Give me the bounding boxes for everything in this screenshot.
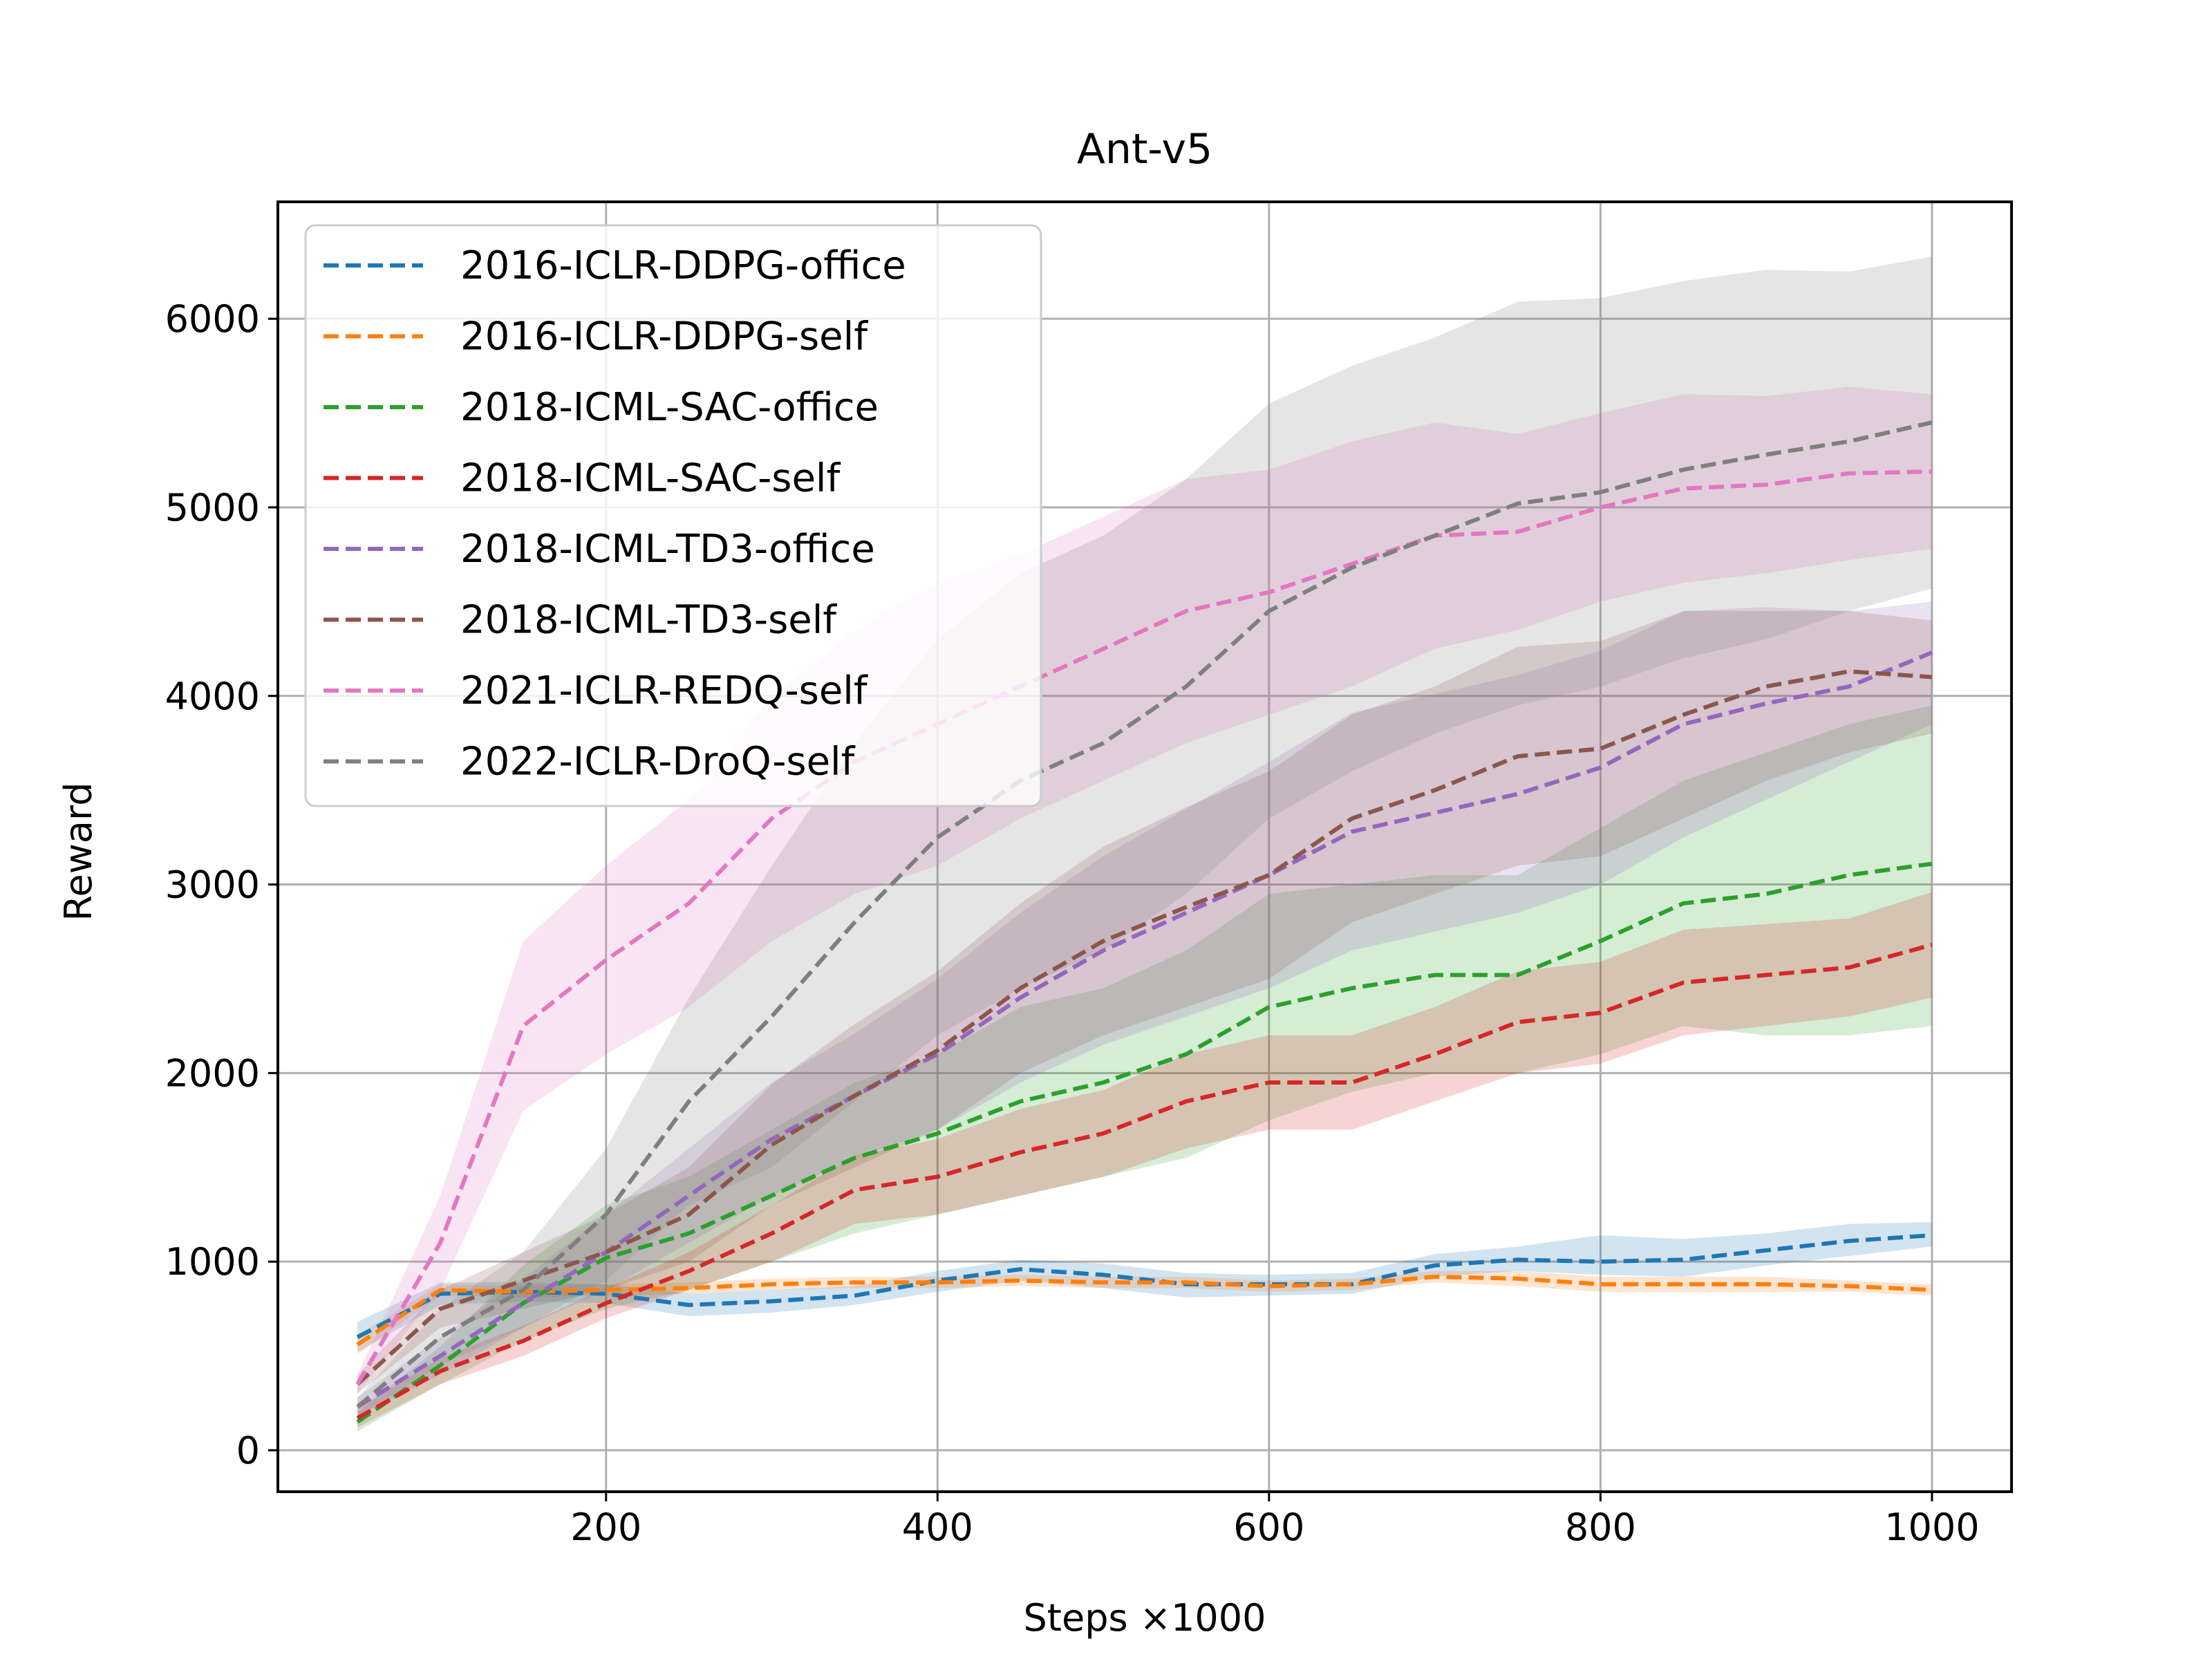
legend-label: 2018-ICML-TD3-office bbox=[460, 527, 875, 572]
band-2022-iclr-droq-self bbox=[357, 256, 1932, 1416]
y-tick-label: 5000 bbox=[165, 486, 260, 529]
legend-label: 2016-ICLR-DDPG-self bbox=[460, 315, 868, 359]
legend-label: 2016-ICLR-DDPG-office bbox=[460, 243, 906, 288]
legend-label: 2018-ICML-TD3-self bbox=[460, 598, 837, 643]
y-tick-label: 0 bbox=[236, 1429, 260, 1472]
legend-label: 2021-ICLR-REDQ-self bbox=[460, 668, 868, 713]
x-tick-label: 200 bbox=[570, 1506, 641, 1549]
legend-label: 2022-ICLR-DroQ-self bbox=[460, 740, 856, 785]
chart-title: Ant-v5 bbox=[1077, 125, 1212, 174]
legend-entries: 2016-ICLR-DDPG-office 2016-ICLR-DDPG-self… bbox=[324, 243, 906, 785]
series-line-2016-iclr-ddpg-self bbox=[356, 1275, 1933, 1347]
x-tick-label: 600 bbox=[1233, 1506, 1304, 1549]
legend-label: 2018-ICML-SAC-self bbox=[460, 456, 841, 501]
grid bbox=[278, 202, 2012, 1492]
legend: 2016-ICLR-DDPG-office 2016-ICLR-DDPG-self… bbox=[304, 224, 1042, 807]
band-2016-iclr-ddpg-self bbox=[357, 1271, 1932, 1354]
legend-box bbox=[304, 224, 1042, 807]
y-tick-label: 2000 bbox=[165, 1051, 260, 1095]
y-tick-label: 6000 bbox=[165, 297, 260, 341]
series-line-2021-iclr-redq-self bbox=[355, 469, 1932, 1386]
y-tick-label: 3000 bbox=[165, 863, 260, 907]
series-line-2022-iclr-droq-self bbox=[356, 420, 1933, 1409]
plot-area bbox=[276, 200, 2013, 1493]
series-line-2018-icml-td3-office bbox=[356, 650, 1933, 1409]
y-tick-label: 4000 bbox=[165, 675, 260, 718]
x-axis-ticks: 200 400 600 800 1000 bbox=[570, 1492, 1980, 1549]
x-tick-label: 800 bbox=[1565, 1506, 1636, 1549]
series-line-2018-icml-sac-self bbox=[356, 943, 1933, 1421]
band-2016-iclr-ddpg-office bbox=[357, 1221, 1932, 1353]
y-axis-label: Reward bbox=[57, 782, 100, 921]
legend-label: 2018-ICML-SAC-office bbox=[460, 385, 879, 430]
band-2018-icml-td3-office bbox=[357, 601, 1932, 1416]
plot-frame bbox=[276, 200, 2013, 1493]
band-2018-icml-sac-self bbox=[357, 892, 1932, 1428]
y-tick-label: 1000 bbox=[165, 1240, 260, 1284]
y-axis-ticks: 0 1000 2000 3000 4000 5000 6000 bbox=[165, 297, 278, 1472]
series-line-2018-icml-td3-self bbox=[356, 669, 1933, 1386]
x-tick-label: 400 bbox=[902, 1506, 973, 1549]
band-2018-icml-td3-self bbox=[357, 611, 1932, 1394]
series-line-2018-icml-sac-office bbox=[356, 861, 1933, 1424]
band-2021-iclr-redq-self bbox=[357, 386, 1932, 1394]
x-axis-label: Steps ×1000 bbox=[1024, 1596, 1266, 1640]
x-tick-label: 1000 bbox=[1884, 1506, 1979, 1549]
series-lines bbox=[355, 420, 1933, 1424]
